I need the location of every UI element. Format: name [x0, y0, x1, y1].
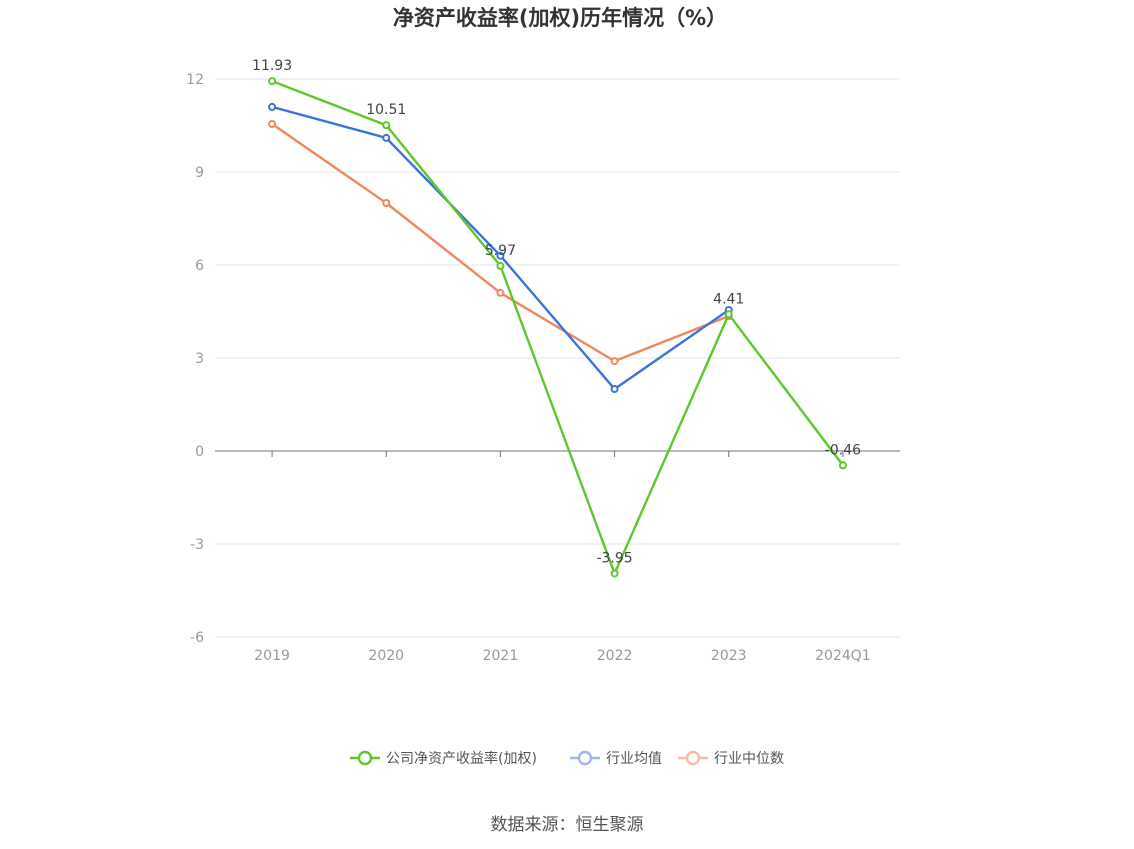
data-point — [268, 102, 277, 111]
y-tick-label: 3 — [195, 351, 204, 367]
data-point — [268, 77, 277, 86]
y-tick-label: 12 — [186, 72, 204, 88]
data-point — [496, 288, 505, 297]
x-tick-label: 2020 — [368, 648, 404, 664]
series-line — [271, 80, 844, 575]
data-point — [610, 569, 619, 578]
y-tick-label: -6 — [190, 630, 204, 646]
legend-marker — [357, 750, 373, 766]
series — [268, 77, 847, 578]
legend[interactable]: 公司净资产收益率(加权) 行业均值 行业中位数 — [350, 750, 784, 767]
legend-label: 行业中位数 — [714, 751, 784, 767]
data-label: -3.95 — [596, 550, 632, 566]
data-point — [610, 385, 619, 393]
y-tick-label: 0 — [195, 444, 204, 460]
data-point — [268, 119, 277, 128]
y-tick-label: -3 — [190, 537, 204, 553]
chart-title: 净资产收益率(加权)历年情况（%） — [393, 6, 727, 30]
y-tick-label: 9 — [195, 165, 204, 181]
data-point — [382, 121, 391, 130]
grid — [215, 78, 900, 638]
data-point — [382, 133, 391, 142]
data-label: 10.51 — [366, 102, 406, 118]
data-label: 4.41 — [713, 291, 744, 307]
legend-marker — [577, 750, 593, 766]
data-label: 5.97 — [485, 243, 516, 259]
x-tick-label: 2024Q1 — [815, 648, 871, 664]
data-point — [496, 261, 505, 270]
data-point — [838, 461, 847, 470]
data-point — [610, 357, 619, 366]
legend-label: 公司净资产收益率(加权) — [386, 750, 537, 767]
axes: 12 9 6 3 0 -3 -6 2019 2020 2021 2022 2023 2024Q1 — [186, 72, 900, 664]
data-point — [496, 251, 505, 260]
x-tick-label: 2021 — [483, 648, 519, 664]
data-point — [382, 199, 391, 207]
data-label: -0.46 — [825, 442, 861, 458]
source-note: 数据来源：恒生聚源 — [491, 815, 644, 835]
legend-marker — [685, 750, 701, 766]
legend-item[interactable]: 行业中位数 — [678, 750, 784, 767]
legend-label: 行业均值 — [606, 751, 662, 767]
x-tick-label: 2023 — [711, 648, 747, 664]
data-labels: 11.93 10.51 5.97 -3.95 4.41 -0.46 — [252, 58, 861, 566]
data-label: 11.93 — [252, 58, 292, 74]
legend-item[interactable]: 公司净资产收益率(加权) — [350, 750, 537, 767]
x-tick-label: 2019 — [254, 648, 290, 664]
legend-item[interactable]: 行业均值 — [570, 750, 662, 767]
x-tick-label: 2022 — [597, 648, 633, 664]
data-point — [724, 310, 733, 319]
y-tick-label: 6 — [195, 258, 204, 274]
